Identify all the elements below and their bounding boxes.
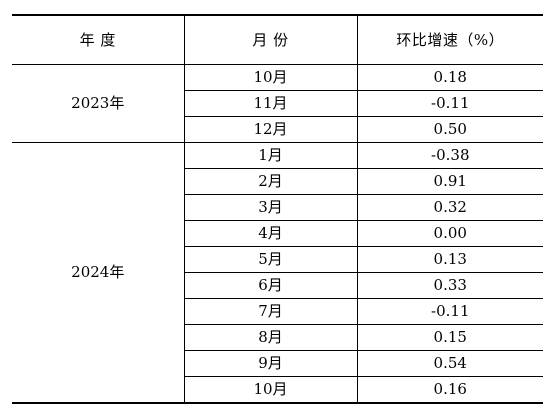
table-row: 6月 0.33 <box>12 272 543 299</box>
table-row: 4月 0.00 <box>12 220 543 247</box>
table-row: 2023年 10月 0.18 <box>12 64 543 143</box>
month-cell: 8月 <box>183 324 357 351</box>
month-cell: 3月 <box>183 194 357 221</box>
month-cell: 1月 <box>183 142 357 169</box>
table-row: 2024年 1月 -0.38 <box>12 142 543 404</box>
table-body: 2023年 10月 0.18 11月 -0.11 12月 0.50 2024年 … <box>12 64 543 404</box>
table-row: 12月 0.50 <box>12 116 543 143</box>
rate-cell: -0.38 <box>356 142 543 169</box>
table-row: 9月 0.54 <box>12 350 543 377</box>
rate-cell: 0.32 <box>356 194 543 221</box>
table-row: 5月 0.13 <box>12 246 543 273</box>
growth-rate-table: 年 度 月 份 环比增速（%） 2023年 10月 0.18 11月 -0.11… <box>12 14 543 404</box>
month-cell: 2月 <box>183 168 357 195</box>
table-row: 8月 0.15 <box>12 324 543 351</box>
header-month: 月 份 <box>183 14 357 65</box>
header-year: 年 度 <box>12 14 184 65</box>
rate-cell: 0.15 <box>356 324 543 351</box>
rate-cell: 0.33 <box>356 272 543 299</box>
header-rate: 环比增速（%） <box>356 14 543 65</box>
table-row: 11月 -0.11 <box>12 90 543 117</box>
rate-cell: 0.16 <box>356 376 543 404</box>
growth-rate-table-container: 年 度 月 份 环比增速（%） 2023年 10月 0.18 11月 -0.11… <box>12 14 543 404</box>
month-cell: 6月 <box>183 272 357 299</box>
table-row: 2月 0.91 <box>12 168 543 195</box>
header-row: 年 度 月 份 环比增速（%） <box>12 14 543 65</box>
month-cell: 12月 <box>183 116 357 143</box>
rate-cell: 0.13 <box>356 246 543 273</box>
table-header: 年 度 月 份 环比增速（%） <box>12 14 543 65</box>
rate-cell: 0.50 <box>356 116 543 143</box>
month-cell: 5月 <box>183 246 357 273</box>
table-row: 3月 0.32 <box>12 194 543 221</box>
month-cell: 10月 <box>183 64 357 91</box>
year-cell-2024: 2024年 <box>12 142 184 404</box>
rate-cell: 0.54 <box>356 350 543 377</box>
month-cell: 9月 <box>183 350 357 377</box>
table-row: 10月 0.16 <box>12 376 543 404</box>
year-cell-2023: 2023年 <box>12 64 184 143</box>
rate-cell: 0.91 <box>356 168 543 195</box>
month-cell: 11月 <box>183 90 357 117</box>
month-cell: 4月 <box>183 220 357 247</box>
rate-cell: 0.00 <box>356 220 543 247</box>
rate-cell: -0.11 <box>356 90 543 117</box>
month-cell: 7月 <box>183 298 357 325</box>
table-row: 7月 -0.11 <box>12 298 543 325</box>
month-cell: 10月 <box>183 376 357 404</box>
rate-cell: -0.11 <box>356 298 543 325</box>
rate-cell: 0.18 <box>356 64 543 91</box>
